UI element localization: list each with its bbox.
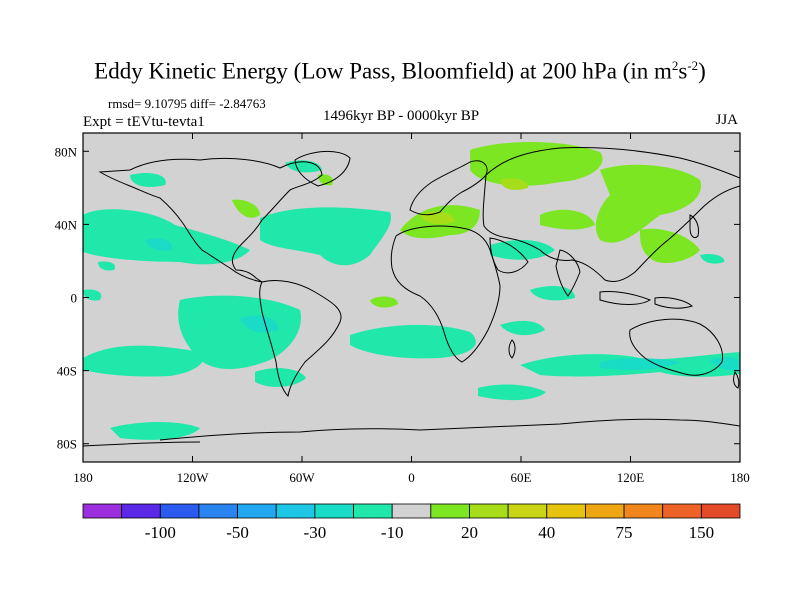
season-label: JJA xyxy=(715,112,738,128)
anomaly-fields xyxy=(83,142,740,440)
india-outline xyxy=(555,249,581,297)
colorbar-label: -50 xyxy=(226,523,249,542)
colorbar-swatch xyxy=(275,503,316,519)
colorbar-label: 40 xyxy=(538,523,555,542)
lon-tick-label: 180 xyxy=(730,470,750,485)
greenland-outline xyxy=(294,151,351,187)
arabia-outline xyxy=(489,237,529,274)
colorbar-label: -30 xyxy=(304,523,327,542)
lat-tick-label: 80N xyxy=(55,144,78,159)
colorbar-swatch xyxy=(159,503,200,519)
longitude-axis: 180 120W 60W 0 60E 120E 180 xyxy=(73,133,750,485)
experiment-label: Expt = tEVtu-tevta1 xyxy=(83,114,205,130)
colorbar-label: -100 xyxy=(145,523,176,542)
colorbar-swatch xyxy=(662,503,702,519)
latitude-axis: 80N 40N 0 40S 80S xyxy=(55,144,740,452)
asia-outline xyxy=(482,146,740,283)
colorbar xyxy=(82,503,741,519)
colorbar-swatch xyxy=(507,503,548,519)
lon-tick-label: 60W xyxy=(289,470,315,485)
stats-label: rmsd= 9.10795 diff= -2.84763 xyxy=(108,96,266,111)
japan-outline xyxy=(689,214,699,239)
lat-tick-label: 80S xyxy=(57,437,77,452)
colorbar-label: 75 xyxy=(616,523,633,542)
lat-tick-label: 40S xyxy=(57,364,77,379)
colorbar-swatch xyxy=(391,503,432,519)
colorbar-swatch xyxy=(430,503,470,519)
indonesia-outline xyxy=(599,291,693,309)
madagascar-outline xyxy=(508,339,516,359)
colorbar-label: -10 xyxy=(381,523,404,542)
map-title: Eddy Kinetic Energy (Low Pass, Bloomfiel… xyxy=(94,58,706,84)
colorbar-swatch xyxy=(700,503,741,519)
australia-outline xyxy=(629,318,724,376)
colorbar-swatch xyxy=(546,503,586,519)
antarctica-outline xyxy=(83,418,740,447)
colorbar-labels: -100 -50 -30 -10 20 40 75 150 xyxy=(145,523,714,542)
lon-tick-label: 0 xyxy=(408,470,415,485)
africa-outline xyxy=(390,225,501,363)
colorbar-swatch xyxy=(353,503,393,519)
lat-tick-label: 0 xyxy=(71,291,78,306)
colorbar-label: 150 xyxy=(689,523,715,542)
colorbar-swatch xyxy=(237,503,277,519)
lon-tick-label: 60E xyxy=(511,470,532,485)
colorbar-swatch xyxy=(314,503,354,519)
colorbar-label: 20 xyxy=(461,523,478,542)
lat-tick-label: 40N xyxy=(55,217,78,232)
south-america-outline xyxy=(259,279,342,398)
positive-anomalies xyxy=(232,142,701,308)
negative-anomalies-strong xyxy=(145,238,740,371)
colorbar-swatch xyxy=(121,503,161,519)
new-zealand-outline xyxy=(733,370,740,389)
lon-tick-label: 120W xyxy=(177,470,210,485)
colorbar-swatch xyxy=(623,503,664,519)
lon-tick-label: 120E xyxy=(617,470,645,485)
colorbar-swatch xyxy=(469,503,509,519)
period-label: 1496kyr BP - 0000kyr BP xyxy=(323,108,480,124)
lon-tick-label: 180 xyxy=(73,470,93,485)
colorbar-swatch xyxy=(585,503,625,519)
colorbar-swatch xyxy=(198,503,238,519)
colorbar-swatch xyxy=(82,503,123,519)
coastlines xyxy=(83,146,740,447)
north-america-outline xyxy=(98,157,323,283)
